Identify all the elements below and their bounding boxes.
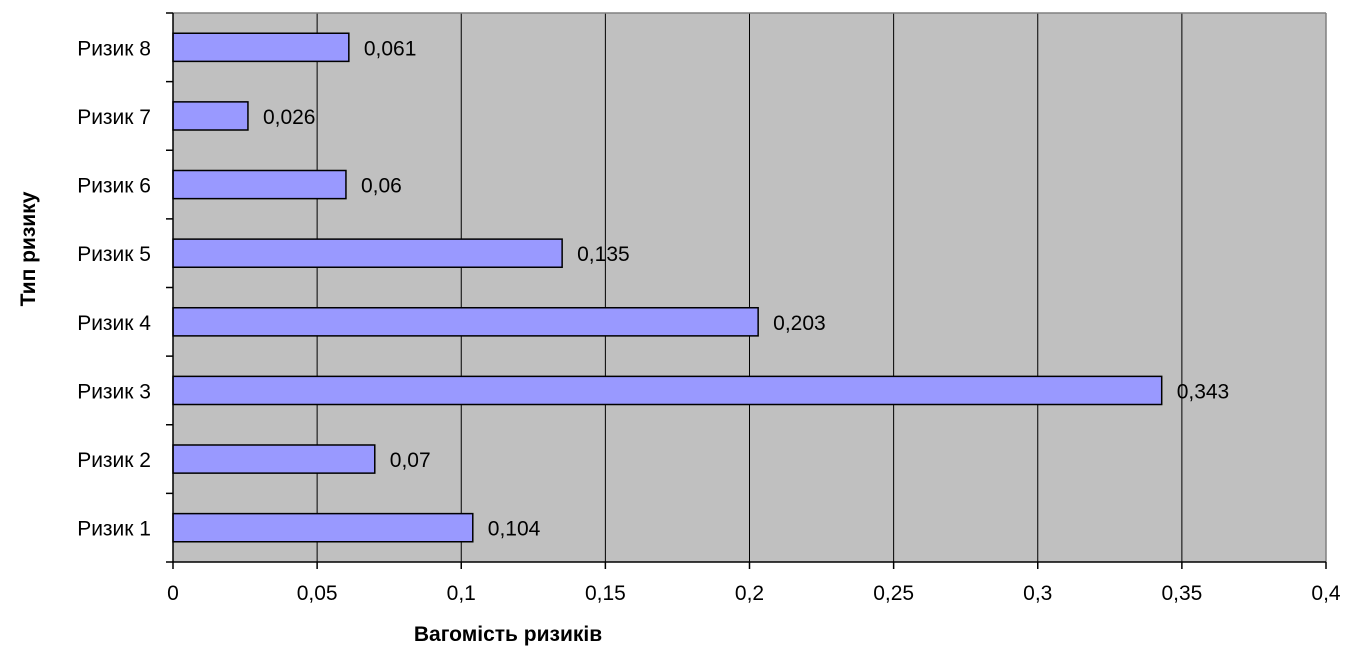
data-label: 0,104 bbox=[488, 518, 541, 541]
axes bbox=[166, 12, 1327, 569]
category-label: Ризик 7 bbox=[77, 106, 151, 129]
bar bbox=[172, 306, 759, 337]
bar bbox=[172, 238, 563, 269]
bar bbox=[172, 444, 376, 474]
x-tick-label: 0,05 bbox=[297, 582, 338, 605]
data-label: 0,203 bbox=[773, 312, 826, 335]
category-label: Ризик 1 bbox=[77, 518, 151, 541]
data-labels: 0,104 0,07 0,343 0,203 0,135 0,06 0,026 0,061 bbox=[263, 37, 1229, 540]
x-tick-label: 0,4 bbox=[1311, 582, 1341, 605]
category-label: Ризик 4 bbox=[77, 312, 151, 335]
bar bbox=[172, 169, 347, 200]
category-label: Ризик 8 bbox=[77, 37, 151, 60]
category-label: Ризик 2 bbox=[77, 449, 151, 472]
data-label: 0,026 bbox=[263, 106, 316, 129]
data-label: 0,135 bbox=[577, 243, 630, 266]
x-axis-title: Вагомість ризиків bbox=[414, 623, 602, 646]
data-label: 0,343 bbox=[1177, 380, 1230, 403]
bar bbox=[172, 32, 350, 63]
x-tick-label: 0,2 bbox=[735, 582, 764, 605]
x-tick-label: 0 bbox=[167, 582, 179, 605]
x-tick-label: 0,1 bbox=[447, 582, 476, 605]
category-label: Ризик 3 bbox=[77, 380, 151, 403]
bar bbox=[172, 375, 1163, 406]
bar bbox=[172, 101, 249, 131]
category-label: Ризик 5 bbox=[77, 243, 151, 266]
x-tick-label: 0,35 bbox=[1161, 582, 1202, 605]
category-label: Ризик 6 bbox=[77, 175, 151, 198]
data-label: 0,061 bbox=[364, 37, 417, 60]
category-labels: Ризик 1 Ризик 2 Ризик 3 Ризик 4 Ризик 5 Ризик… bbox=[77, 37, 151, 540]
x-tick-label: 0,3 bbox=[1023, 582, 1052, 605]
tick-labels: 0 0,05 0,1 0,15 0,2 0,25 0,3 0,35 0,4 bbox=[167, 582, 1341, 605]
data-label: 0,07 bbox=[390, 449, 431, 472]
bar bbox=[172, 512, 474, 543]
x-tick-label: 0,15 bbox=[585, 582, 626, 605]
data-label: 0,06 bbox=[361, 175, 402, 198]
y-axis-title: Тип ризику bbox=[17, 191, 40, 306]
x-tick-label: 0,25 bbox=[873, 582, 914, 605]
